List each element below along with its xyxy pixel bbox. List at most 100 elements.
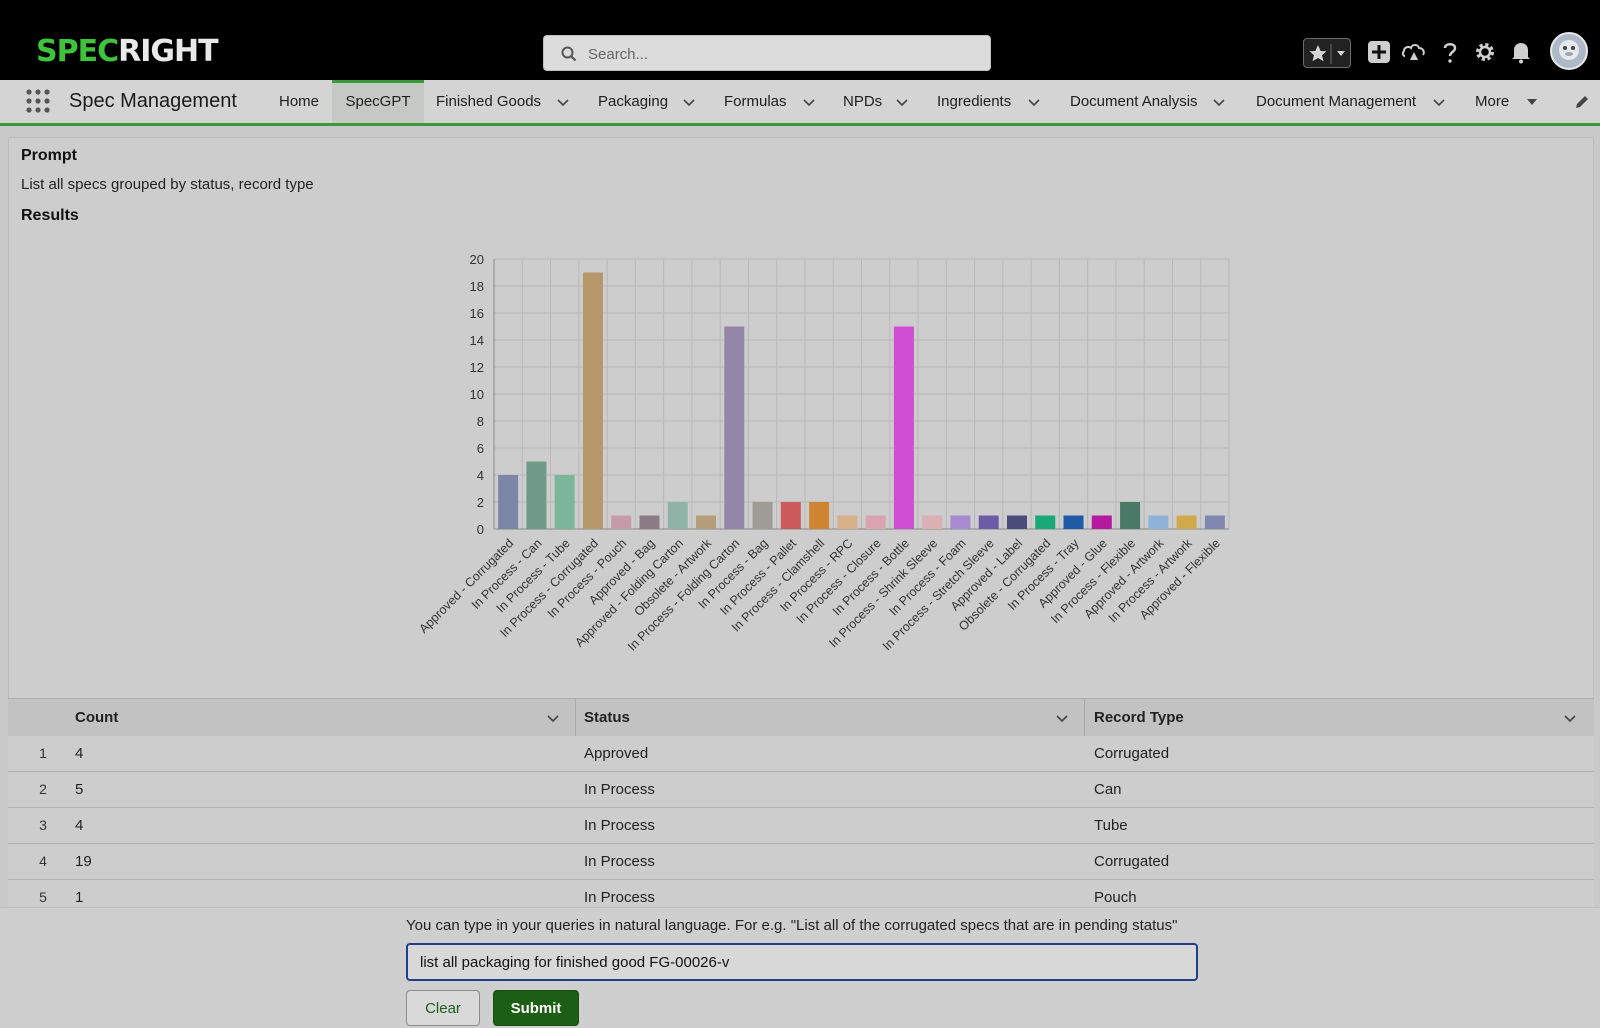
nav-item-more[interactable]: More xyxy=(1475,80,1545,123)
bar xyxy=(582,272,603,529)
global-search[interactable] xyxy=(543,35,991,71)
cell-count: 1 xyxy=(75,889,84,906)
y-tick-label: 18 xyxy=(470,279,484,294)
cell-status: In Process xyxy=(584,817,655,834)
y-tick-label: 10 xyxy=(470,387,484,402)
results-table-header: Count Status Record Type xyxy=(8,698,1594,738)
caret-down-icon[interactable] xyxy=(1525,95,1539,109)
notifications-button[interactable] xyxy=(1507,38,1535,66)
chevron-down-icon[interactable] xyxy=(1212,95,1226,109)
edit-nav-button[interactable] xyxy=(1573,93,1591,111)
row-number: 4 xyxy=(39,853,47,869)
bar xyxy=(696,515,717,529)
bar xyxy=(554,475,575,529)
column-header-count[interactable]: Count xyxy=(75,709,119,726)
user-avatar-icon xyxy=(1552,34,1586,68)
chevron-down-icon[interactable] xyxy=(802,95,816,109)
logo-text-spec: SPEC xyxy=(36,34,119,69)
query-input[interactable] xyxy=(406,943,1198,981)
cell-record-type: Pouch xyxy=(1094,889,1137,906)
nav-item-npds[interactable]: NPDs xyxy=(843,80,923,123)
logo-text-right: RIGHT xyxy=(118,34,218,69)
chevron-down-icon[interactable] xyxy=(682,95,696,109)
star-icon xyxy=(1309,44,1345,64)
help-icon xyxy=(1443,43,1457,63)
global-actions-button[interactable] xyxy=(1365,38,1393,66)
nav-item-document-analysis[interactable]: Document Analysis xyxy=(1070,80,1230,123)
cell-count: 4 xyxy=(75,817,84,834)
trailhead-button[interactable] xyxy=(1400,38,1428,66)
chevron-down-icon[interactable] xyxy=(556,95,570,109)
prompt-heading: Prompt xyxy=(21,147,77,164)
cell-record-type: Can xyxy=(1094,781,1122,798)
bar xyxy=(526,461,547,529)
column-divider[interactable] xyxy=(1084,699,1085,737)
prompt-text: List all specs grouped by status, record… xyxy=(21,176,314,193)
specright-logo[interactable]: SPECRIGHT xyxy=(36,34,219,70)
row-number: 1 xyxy=(39,745,47,761)
avatar[interactable] xyxy=(1550,32,1588,70)
favorites-button[interactable] xyxy=(1303,38,1351,68)
row-number: 3 xyxy=(39,817,47,833)
nav-item-formulas[interactable]: Formulas xyxy=(724,80,824,123)
bar xyxy=(922,515,943,529)
bar xyxy=(1035,515,1056,529)
column-header-record-type[interactable]: Record Type xyxy=(1094,709,1184,726)
nav-item-ingredients[interactable]: Ingredients xyxy=(937,80,1047,123)
column-header-status[interactable]: Status xyxy=(584,709,630,726)
chevron-down-icon[interactable] xyxy=(1432,95,1446,109)
cell-status: In Process xyxy=(584,889,655,906)
bar xyxy=(978,515,999,529)
clear-button[interactable]: Clear xyxy=(406,990,480,1026)
bar xyxy=(780,502,801,529)
y-tick-label: 12 xyxy=(470,360,484,375)
cell-count: 19 xyxy=(75,853,92,870)
y-tick-label: 4 xyxy=(477,468,484,483)
nav-item-label: Packaging xyxy=(598,93,669,110)
column-divider[interactable] xyxy=(575,699,576,737)
chevron-down-icon[interactable] xyxy=(1027,95,1041,109)
table-row[interactable]: 3 4 In Process Tube xyxy=(8,808,1594,844)
chevron-down-icon[interactable] xyxy=(1563,711,1577,725)
y-tick-label: 16 xyxy=(470,306,484,321)
search-input[interactable] xyxy=(586,41,980,67)
bar xyxy=(1006,515,1027,529)
y-tick-label: 2 xyxy=(477,495,484,510)
setup-button[interactable] xyxy=(1471,38,1499,66)
chevron-down-icon[interactable] xyxy=(895,95,909,109)
bar xyxy=(1063,515,1084,529)
bar xyxy=(667,502,688,529)
nav-item-finished-goods[interactable]: Finished Goods xyxy=(436,80,576,123)
bar xyxy=(1204,515,1225,529)
nav-item-specgpt[interactable]: SpecGPT xyxy=(332,80,424,123)
table-row[interactable]: 2 5 In Process Can xyxy=(8,772,1594,808)
plus-icon xyxy=(1368,41,1390,63)
nav-item-document-management[interactable]: Document Management xyxy=(1256,80,1446,123)
table-row[interactable]: 1 4 Approved Corrugated xyxy=(8,736,1594,772)
y-tick-label: 6 xyxy=(477,441,484,456)
query-hint: You can type in your queries in natural … xyxy=(406,917,1178,934)
cell-status: In Process xyxy=(584,781,655,798)
app-name: Spec Management xyxy=(69,90,237,112)
nav-item-label: SpecGPT xyxy=(345,93,411,110)
chevron-down-icon[interactable] xyxy=(1055,711,1069,725)
nav-item-label: NPDs xyxy=(843,93,883,110)
app-navigation: Spec Management Home SpecGPT Finished Go… xyxy=(0,80,1600,126)
submit-button[interactable]: Submit xyxy=(493,990,579,1026)
table-row[interactable]: 4 19 In Process Corrugated xyxy=(8,844,1594,880)
results-heading: Results xyxy=(21,207,79,224)
help-button[interactable] xyxy=(1436,38,1464,66)
cell-record-type: Corrugated xyxy=(1094,853,1170,870)
nav-item-home[interactable]: Home xyxy=(279,80,339,123)
bar xyxy=(639,515,660,529)
chevron-down-icon[interactable] xyxy=(546,711,560,725)
nav-item-label: Formulas xyxy=(724,93,787,110)
bar xyxy=(1120,502,1141,529)
row-number: 5 xyxy=(39,889,47,905)
app-launcher-icon xyxy=(26,89,50,113)
gear-icon xyxy=(1476,43,1494,61)
app-launcher-button[interactable] xyxy=(25,88,51,114)
cell-status: Approved xyxy=(584,745,649,762)
nav-item-packaging[interactable]: Packaging xyxy=(598,80,708,123)
